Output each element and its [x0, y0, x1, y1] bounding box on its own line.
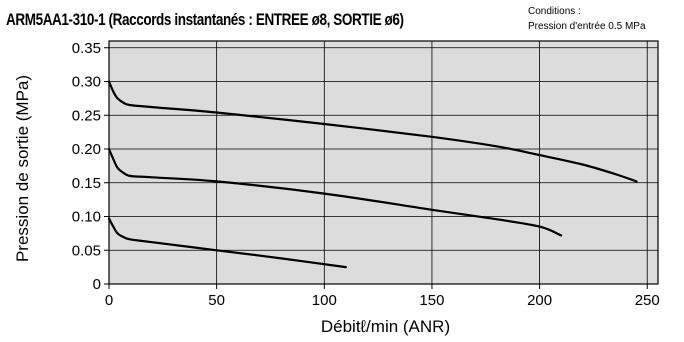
y-tick-label: 0.15 — [72, 175, 101, 192]
x-axis-label: Débitℓ/min (ANR) — [321, 317, 450, 336]
x-tick-label: 0 — [105, 292, 113, 309]
y-tick-label: 0.20 — [72, 141, 101, 158]
chart-title: ARM5AA1-310-1 (Raccords instantanés : EN… — [6, 11, 404, 29]
x-tick-label: 200 — [527, 292, 552, 309]
series-line-3 — [107, 217, 347, 269]
x-tick-label: 50 — [208, 292, 225, 309]
conditions-label: Conditions : — [528, 6, 581, 17]
y-tick-label: 0.25 — [72, 107, 101, 124]
x-tick-label: 250 — [635, 292, 660, 309]
series-line-2 — [107, 147, 563, 237]
y-tick-label: 0 — [93, 276, 101, 293]
y-axis-label: Pression de sortie (MPa) — [13, 75, 32, 262]
x-tick-label: 150 — [419, 292, 444, 309]
x-tick-label: 100 — [312, 292, 337, 309]
y-tick-label: 0.30 — [72, 74, 101, 91]
y-tick-label: 0.10 — [72, 209, 101, 226]
conditions-value: Pression d'entrée 0.5 MPa — [528, 21, 646, 32]
series-line-1 — [107, 80, 638, 183]
y-tick-label: 0.05 — [72, 242, 101, 259]
y-tick-label: 0.35 — [72, 40, 101, 57]
plot-frame — [108, 40, 659, 285]
